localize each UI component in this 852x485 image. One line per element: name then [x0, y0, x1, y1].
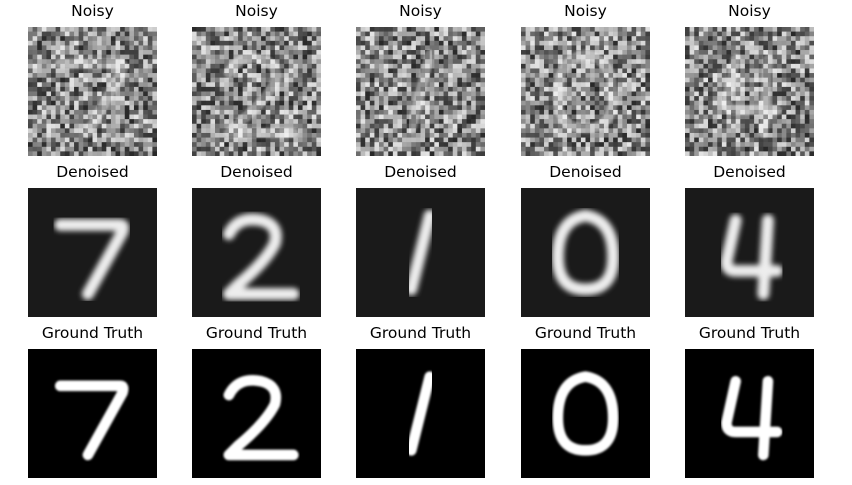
noisy-panel-3: Noisy	[356, 2, 485, 158]
panel-title: Ground Truth	[534, 324, 637, 342]
digit-stroke	[54, 380, 129, 461]
denoised-panel-4: Denoised	[521, 163, 650, 319]
noisy-image-3	[356, 27, 485, 156]
ground-truth-panel-2: Ground Truth	[192, 324, 321, 480]
faint-digit-stroke	[406, 49, 435, 134]
ground-truth-panel-3: Ground Truth	[356, 324, 485, 480]
panel-title: Ground Truth	[205, 324, 308, 342]
ground-truth-image-2	[192, 349, 321, 478]
digit-stroke	[405, 371, 436, 456]
image-background	[685, 349, 814, 478]
digit-stroke	[552, 371, 619, 456]
panel-title: Denoised	[56, 163, 129, 181]
noisy-image-1	[28, 27, 157, 156]
panel-title: Noisy	[399, 2, 442, 20]
noisy-image-5	[685, 27, 814, 156]
image-background	[28, 349, 157, 478]
ground-truth-image-3	[356, 349, 485, 478]
denoised-image-1	[28, 188, 157, 317]
noise-pixels	[521, 27, 650, 156]
ground-truth-panel-5: Ground Truth	[685, 324, 814, 480]
digit-stroke	[223, 375, 299, 461]
panel-title: Denoised	[549, 163, 622, 181]
panel-title: Denoised	[713, 163, 786, 181]
image-background	[521, 349, 650, 478]
noisy-image-2	[192, 27, 321, 156]
denoised-panel-3: Denoised	[356, 163, 485, 319]
digit-stroke	[721, 375, 783, 461]
denoised-digit-stroke	[405, 209, 436, 296]
panel-title: Ground Truth	[698, 324, 801, 342]
panel-title: Denoised	[220, 163, 293, 181]
noisy-panel-2: Noisy	[192, 2, 321, 158]
faint-digit-stroke	[552, 49, 619, 134]
denoised-digit-stroke	[222, 213, 300, 300]
ground-truth-image-4	[521, 349, 650, 478]
denoised-digit-stroke	[551, 209, 620, 296]
denoised-digit-stroke	[54, 218, 130, 300]
denoised-image-5	[685, 188, 814, 317]
ground-truth-panel-4: Ground Truth	[521, 324, 650, 480]
denoised-image-2	[192, 188, 321, 317]
faint-digit-stroke	[55, 58, 129, 139]
denoised-panel-5: Denoised	[685, 163, 814, 319]
noisy-image-4	[521, 27, 650, 156]
denoised-image-3	[356, 188, 485, 317]
panel-title: Noisy	[728, 2, 771, 20]
noise-pixels	[28, 27, 157, 156]
denoised-image-4	[521, 188, 650, 317]
noise-pixels	[356, 27, 485, 156]
faint-digit-stroke	[721, 54, 783, 139]
ground-truth-panel-1: Ground Truth	[28, 324, 157, 480]
denoised-digit-stroke	[720, 214, 784, 300]
ground-truth-image-1	[28, 349, 157, 478]
image-background	[521, 188, 650, 317]
panel-title: Noisy	[564, 2, 607, 20]
image-background	[685, 188, 814, 317]
panel-title: Ground Truth	[369, 324, 472, 342]
noisy-panel-4: Noisy	[521, 2, 650, 158]
panel-title: Noisy	[235, 2, 278, 20]
panel-title: Ground Truth	[41, 324, 144, 342]
panel-title: Denoised	[384, 163, 457, 181]
noisy-panel-5: Noisy	[685, 2, 814, 158]
noisy-panel-1: Noisy	[28, 2, 157, 158]
denoised-panel-2: Denoised	[192, 163, 321, 319]
denoised-panel-1: Denoised	[28, 163, 157, 319]
ground-truth-image-5	[685, 349, 814, 478]
noise-pixels	[685, 27, 814, 156]
panel-title: Noisy	[71, 2, 114, 20]
faint-digit-stroke	[223, 53, 299, 139]
